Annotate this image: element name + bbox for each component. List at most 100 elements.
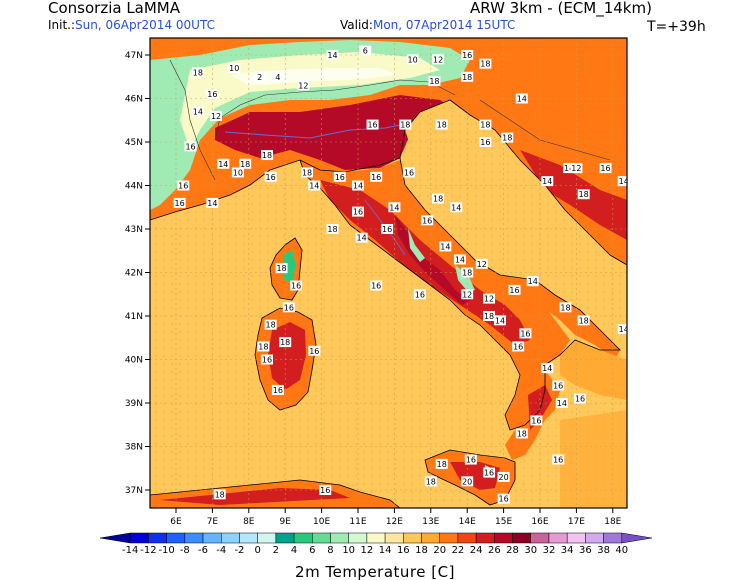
colorbar-swatch (421, 532, 440, 544)
temperature-label-text: 16 (484, 469, 494, 478)
lat-tick-label: 41N (125, 312, 143, 322)
lat-tick-label: 38N (125, 443, 143, 453)
temperature-label-text: 12 (298, 81, 308, 90)
temperature-label-text: 14 (193, 108, 203, 117)
valid-time: Valid:Mon, 07Apr2014 15UTC (340, 19, 515, 32)
temperature-label-text: 14 (528, 277, 538, 286)
temperature-label-text: 16 (371, 282, 381, 291)
lat-tick-label: 47N (125, 51, 143, 61)
temperature-label: 14 (541, 363, 554, 374)
temperature-label: 14 (352, 180, 364, 191)
temperature-label: 16 (290, 280, 303, 291)
temperature-label-box (261, 354, 273, 365)
lon-tick-label: 16E (531, 517, 548, 527)
temperature-label-box (479, 58, 492, 69)
init-label: Init.: (48, 18, 76, 32)
lon-tick-label: 6E (170, 517, 182, 527)
colorbar-swatch (239, 532, 258, 544)
temperature-label-text: 14 (557, 399, 567, 408)
temperature-label-box (450, 202, 463, 213)
temperature-label-box (388, 202, 401, 213)
temperature-label-box (399, 119, 412, 130)
temperature-label-text: 12 (484, 295, 494, 304)
temperature-label: 18 (461, 267, 474, 278)
sardinia-warm (268, 322, 306, 390)
colorbar-swatch (184, 532, 204, 544)
temperature-label-text: 16 (480, 138, 490, 147)
temperature-label-text: 16 (382, 225, 392, 234)
temperature-label-text: 18 (258, 342, 268, 351)
temperature-label-text: 16 (509, 286, 519, 295)
colorbar-swatch (548, 532, 568, 544)
colorbar-label: 24 (470, 545, 483, 556)
temperature-label: 12 (297, 80, 310, 91)
lon-tick-label: 18E (604, 517, 621, 527)
temperature-label: 2 (253, 71, 266, 82)
lat-tick-label: 44N (125, 182, 143, 192)
temperature-label: 16 (370, 280, 383, 291)
lon-tick-label: 11E (349, 517, 366, 527)
temperature-label: 14 (563, 163, 576, 174)
temperature-label-text: 16 (367, 121, 377, 130)
colorbar-swatch (129, 532, 149, 544)
temperature-label-box (552, 454, 565, 465)
temperature-label: 18 (191, 67, 204, 78)
adriatic-texture (405, 100, 627, 300)
temperature-label-text: 16 (404, 168, 414, 177)
init-value: Sun, 06Apr2014 00UTC (75, 18, 215, 32)
temperature-label-box (555, 398, 568, 408)
sardinia-coastline (254, 307, 317, 411)
temperature-label-box (352, 206, 364, 217)
temperature-label-text: 18 (426, 477, 436, 486)
lat-tick-label: 43N (125, 225, 143, 235)
colorbar-swatch (99, 532, 131, 544)
temperature-label: 14 (388, 202, 401, 213)
north-africa-warm (160, 488, 350, 505)
temperature-label-box (479, 119, 492, 130)
temperature-label-box (279, 337, 292, 348)
colorbar-swatch (403, 532, 422, 544)
po-river (224, 124, 401, 139)
colorbar-label: 30 (524, 545, 537, 556)
temperature-label-box (483, 293, 496, 304)
temperature-label: 14 (617, 176, 627, 187)
temperature-label-text: 18 (302, 168, 312, 177)
temperature-label: 16 (206, 89, 219, 100)
colorbar-label: 14 (379, 545, 392, 556)
temperature-label-box (352, 180, 364, 191)
temperature-label-box (432, 54, 445, 65)
temperature-label-text: 16 (600, 164, 610, 173)
temperature-label-box (599, 163, 612, 174)
temperature-label-box (435, 119, 448, 130)
temperature-label: 18 (559, 302, 572, 313)
lon-tick-label: 14E (459, 517, 476, 527)
temperature-label-box (253, 71, 266, 82)
temperature-label-text: 18 (437, 460, 447, 469)
colorbar-swatch (439, 532, 459, 544)
temperature-label-text: 14 (517, 95, 527, 104)
temperature-label-box (413, 289, 426, 300)
temperature-label: 6 (359, 45, 372, 56)
temperature-label-box (501, 132, 514, 143)
colorbar-label: -6 (198, 545, 208, 556)
temperature-label-text: 14 (353, 182, 363, 191)
temperature-label-box (184, 141, 197, 152)
temperature-label-box (370, 280, 383, 291)
temperature-label-box (191, 106, 204, 117)
taranto-gulf (560, 340, 627, 400)
colorbar-label: 10 (342, 545, 355, 556)
temperature-label-box (483, 467, 496, 478)
temperature-label-text: 16 (320, 486, 330, 495)
temperature-label: 12 (432, 54, 445, 65)
colorbar-label: -12 (140, 545, 156, 556)
temperature-label: 18 (257, 341, 270, 352)
temperature-label: 16 (333, 171, 346, 182)
temperature-label-text: 16 (266, 173, 276, 182)
temperature-label-box (421, 215, 434, 226)
colorbar-swatch (220, 532, 240, 544)
temperature-label-box (261, 150, 273, 161)
temperature-label: 16 (483, 467, 496, 478)
temperature-label-box (617, 176, 627, 187)
temperature-label: 12 (570, 163, 583, 174)
temperature-label-box (461, 267, 474, 278)
